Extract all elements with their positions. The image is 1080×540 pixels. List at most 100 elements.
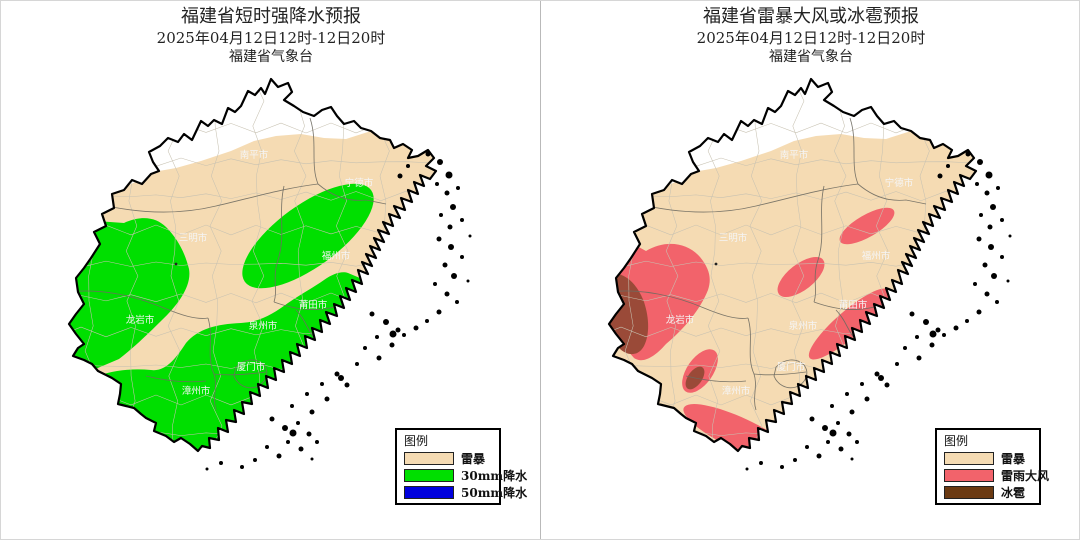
island (389, 342, 395, 348)
island (855, 440, 859, 444)
forecast-zone-gale (839, 207, 895, 245)
island (269, 416, 275, 422)
island (965, 319, 969, 323)
province-border (67, 77, 438, 453)
island (320, 382, 324, 386)
island (389, 330, 397, 338)
legend-label: 雷暴 (1001, 451, 1026, 466)
island (953, 325, 959, 331)
page-title: 福建省短时强降水预报 (181, 6, 361, 27)
title-block-windhail: 福建省雷暴大风或冰雹预报 2025年04月12日12时-12日20时 福建省气象… (541, 7, 1079, 65)
island (838, 446, 844, 452)
legend-windhail: 图例 雷暴雷雨大风冰雹 (935, 428, 1049, 505)
legend-row: 雷暴 (404, 451, 492, 466)
island (909, 311, 915, 317)
island (355, 362, 359, 366)
city-label: 南平市 (780, 149, 809, 161)
island (1008, 234, 1012, 238)
province-border (607, 77, 978, 453)
island (988, 244, 994, 250)
island (460, 255, 464, 259)
city-label: 宁德市 (885, 177, 914, 189)
prefecture-boundary-line (273, 185, 285, 303)
island (884, 382, 890, 388)
prefecture-boundary-line (753, 371, 807, 376)
island (923, 319, 929, 325)
city-label: 宁德市 (345, 177, 374, 189)
island (942, 333, 946, 337)
island (240, 465, 244, 469)
city-label: 莆田市 (839, 299, 868, 311)
island (991, 273, 997, 279)
forecast-zone-gale (777, 256, 825, 298)
island (935, 327, 941, 333)
city-label: 莆田市 (299, 299, 328, 311)
province-fill-group (609, 79, 976, 451)
island (436, 309, 442, 315)
legend-title: 图例 (944, 434, 969, 448)
legend-label: 冰雹 (1001, 485, 1026, 500)
city-label: 厦门市 (237, 361, 266, 373)
island (265, 445, 269, 449)
island (1000, 255, 1004, 259)
prefecture-boundary-line (609, 290, 749, 319)
island (836, 421, 840, 425)
city-label: 龙岩市 (126, 314, 155, 326)
island (219, 461, 223, 465)
island (205, 467, 209, 471)
island (455, 300, 459, 304)
legend-swatch (944, 485, 994, 499)
legend-title: 图例 (404, 434, 429, 448)
prefecture-boundary-line (857, 183, 927, 205)
island (466, 279, 470, 283)
island (929, 330, 937, 338)
island (406, 164, 410, 168)
legend-label: 雷雨大风 (1001, 468, 1050, 483)
island (369, 311, 375, 317)
legend-label: 50mm降水 (461, 485, 528, 500)
island (976, 309, 982, 315)
panel-divider (540, 1, 541, 539)
island (895, 362, 899, 366)
island (987, 224, 993, 230)
island (805, 445, 809, 449)
island (830, 404, 834, 408)
city-label: 三明市 (179, 232, 208, 244)
legend-swatch (404, 451, 454, 465)
island (305, 392, 309, 396)
island (977, 159, 983, 165)
island (976, 236, 982, 242)
island (324, 396, 330, 402)
legend-items: 雷暴 雷雨大风 冰雹 (944, 451, 1049, 500)
island (444, 190, 450, 196)
island (306, 431, 312, 437)
island (975, 182, 979, 186)
legend-label: 30mm降水 (461, 468, 528, 483)
island (334, 371, 340, 377)
island (375, 335, 379, 339)
prefecture-boundary-line (309, 117, 319, 185)
city-label: 漳州市 (182, 385, 211, 397)
island (338, 375, 344, 381)
island (425, 319, 429, 323)
province-fill-group (69, 79, 436, 451)
island (878, 375, 884, 381)
legend-row: 雷暴 (944, 451, 1032, 466)
island (289, 429, 297, 437)
island (849, 409, 855, 415)
island (965, 151, 971, 157)
island (437, 159, 443, 165)
prefecture-boundary-line (213, 371, 267, 376)
island (759, 461, 763, 465)
city-label: 三明市 (719, 232, 748, 244)
forecast-period: 2025年04月12日12时-12日20时 (156, 29, 386, 47)
city-marker (714, 262, 718, 266)
island (445, 171, 453, 179)
island (985, 171, 993, 179)
legend-items: 雷暴 30mm降水 50mm降水 (404, 451, 527, 500)
island (397, 173, 403, 179)
legend-swatch (404, 468, 454, 482)
island (745, 467, 749, 471)
